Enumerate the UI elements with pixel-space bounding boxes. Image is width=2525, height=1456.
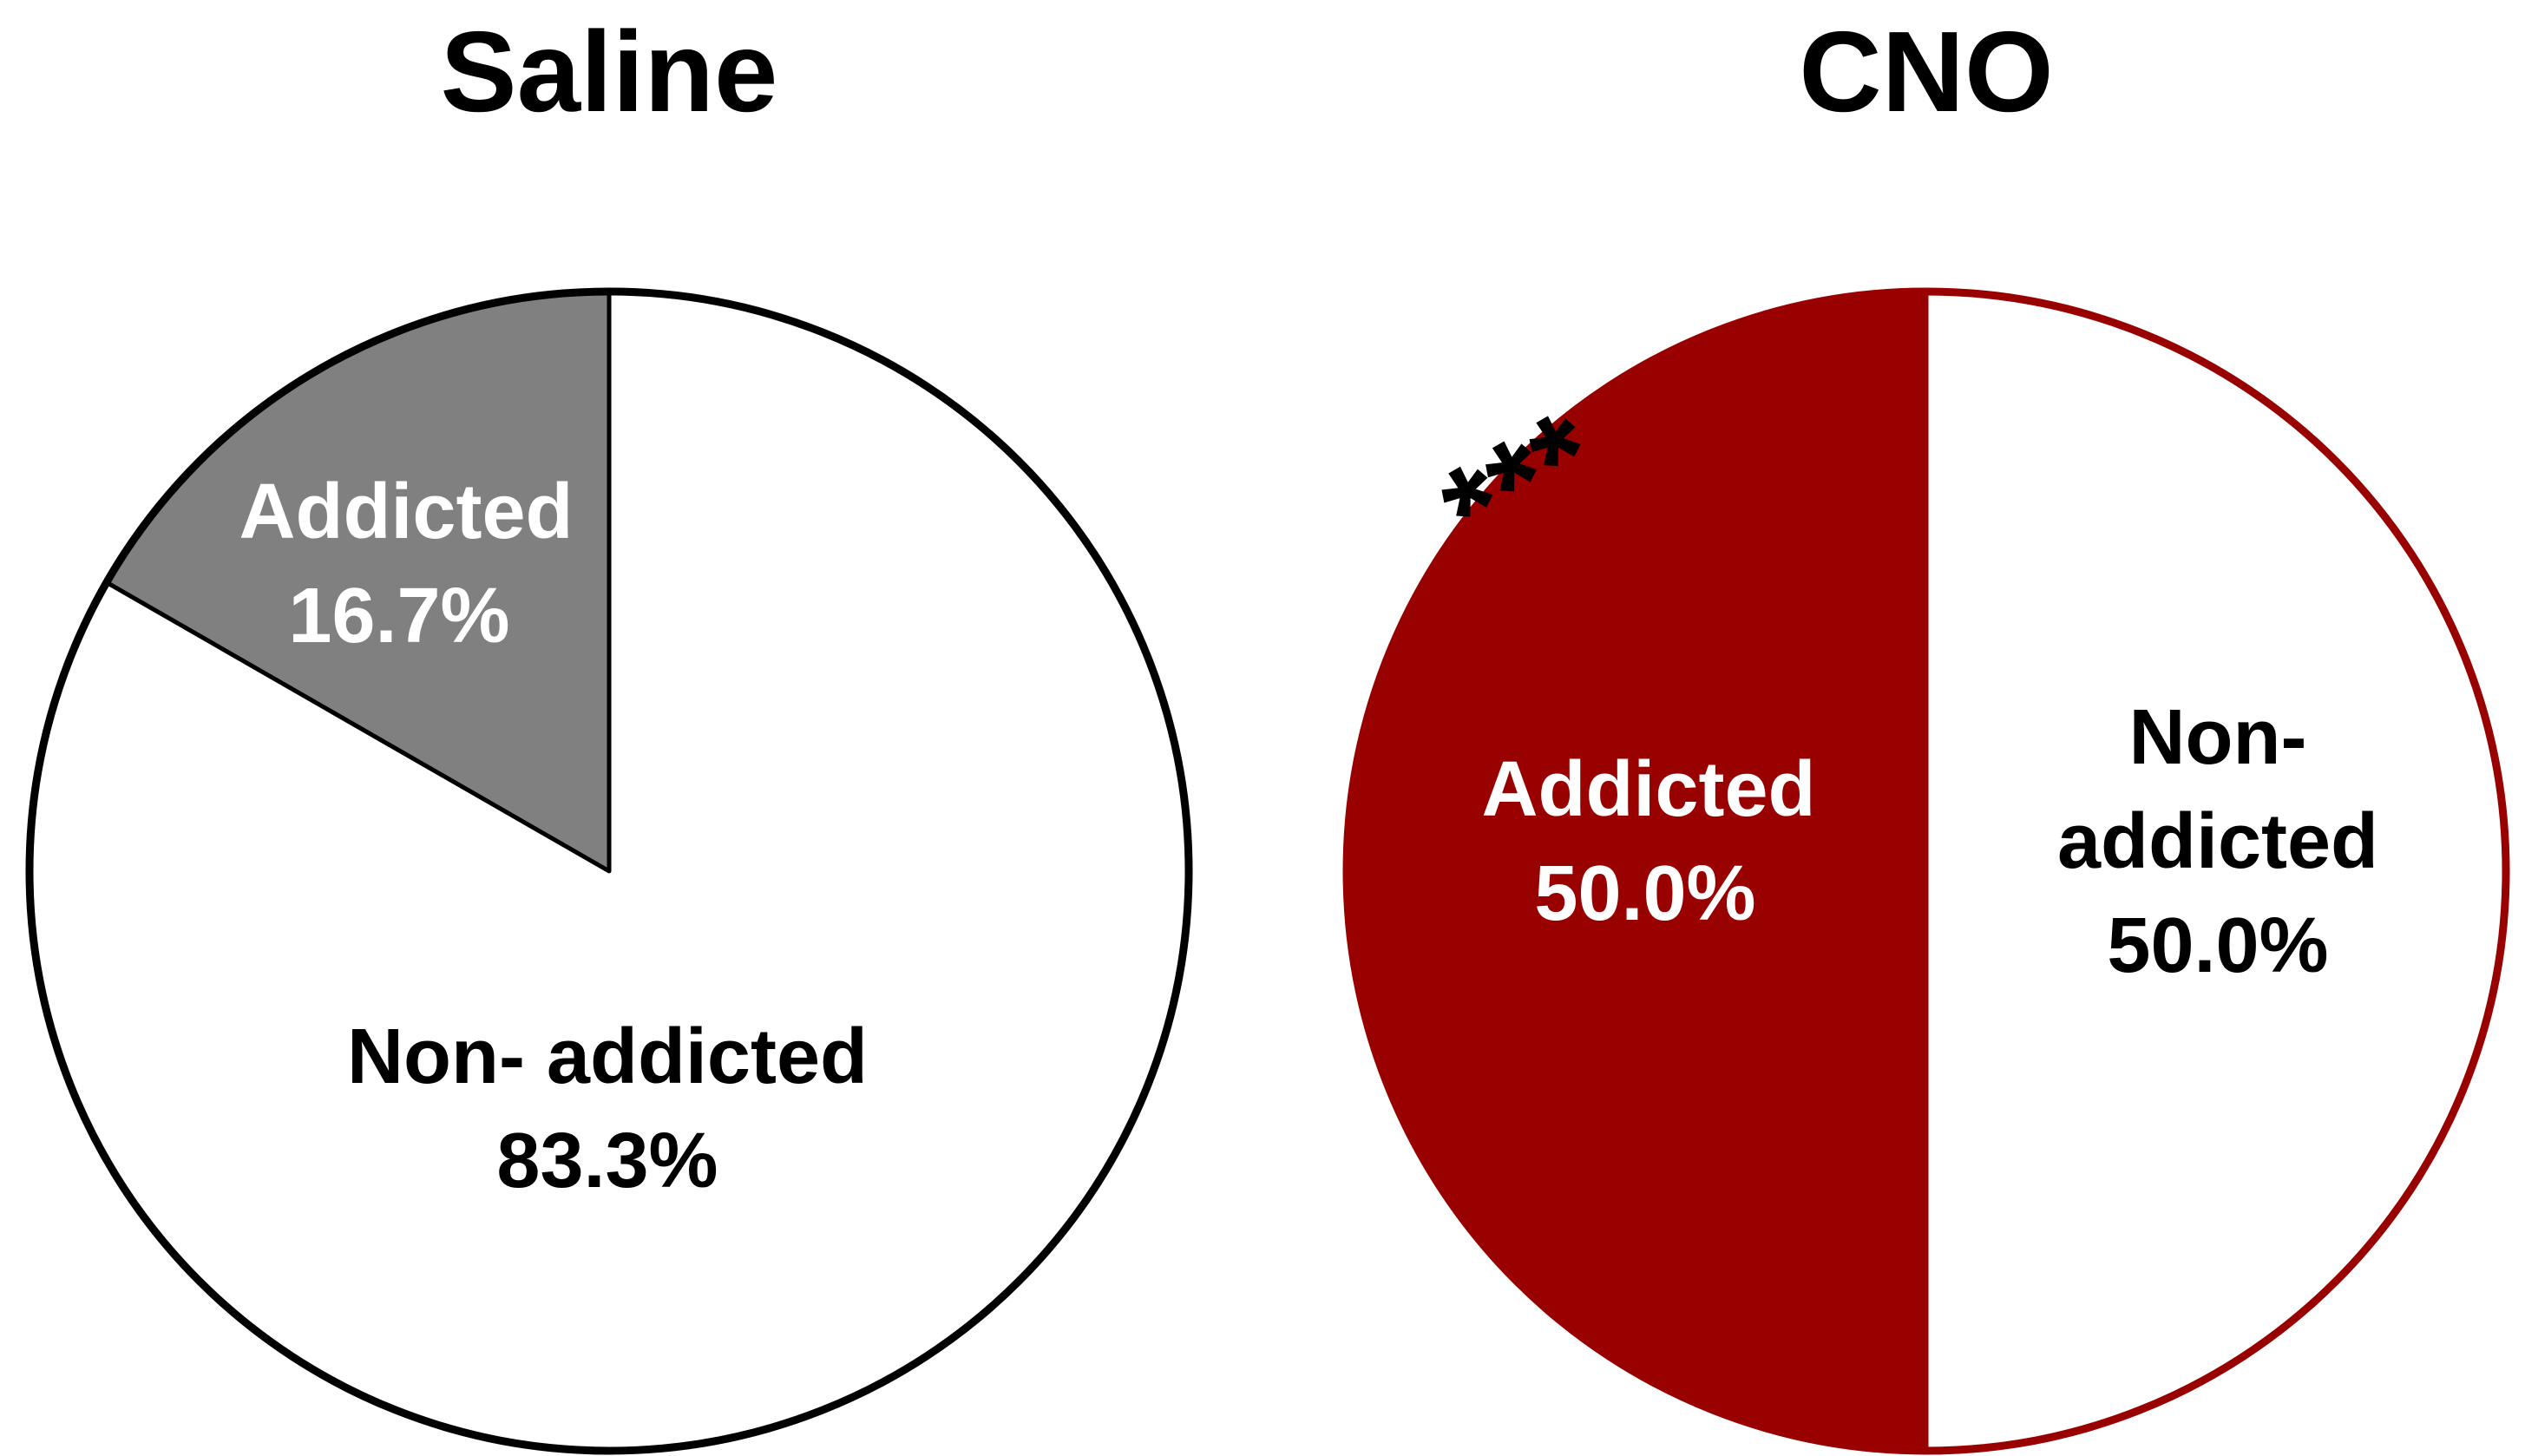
chart-saline: Saline Addicted 16.7% Non- addicted 83.3… bbox=[25, 8, 1193, 1455]
slice-label-cno-addicted: Addicted bbox=[1481, 746, 1815, 833]
slice-label-saline-non-addicted: Non- addicted bbox=[347, 1013, 868, 1100]
slice-value-cno-non-addicted: 50.0% bbox=[2107, 902, 2328, 989]
chart-cno: CNO *** Addicted 50.0% Non- addicted 50.… bbox=[1342, 8, 2510, 1455]
slice-value-cno-addicted: 50.0% bbox=[1534, 850, 1755, 937]
slice-label-cno-non-addicted-line1: Non- bbox=[2129, 694, 2307, 781]
pie-outline-saline bbox=[25, 287, 1193, 1455]
slice-label-cno-non-addicted-line2: addicted bbox=[2057, 798, 2378, 885]
slice-label-saline-addicted: Addicted bbox=[239, 469, 573, 555]
slice-value-saline-addicted: 16.7% bbox=[288, 573, 509, 659]
slice-value-saline-non-addicted: 83.3% bbox=[496, 1118, 718, 1204]
chart-title-saline: Saline bbox=[441, 8, 778, 135]
pie-outline-cno bbox=[1342, 287, 2510, 1455]
chart-title-cno: CNO bbox=[1799, 8, 2053, 135]
